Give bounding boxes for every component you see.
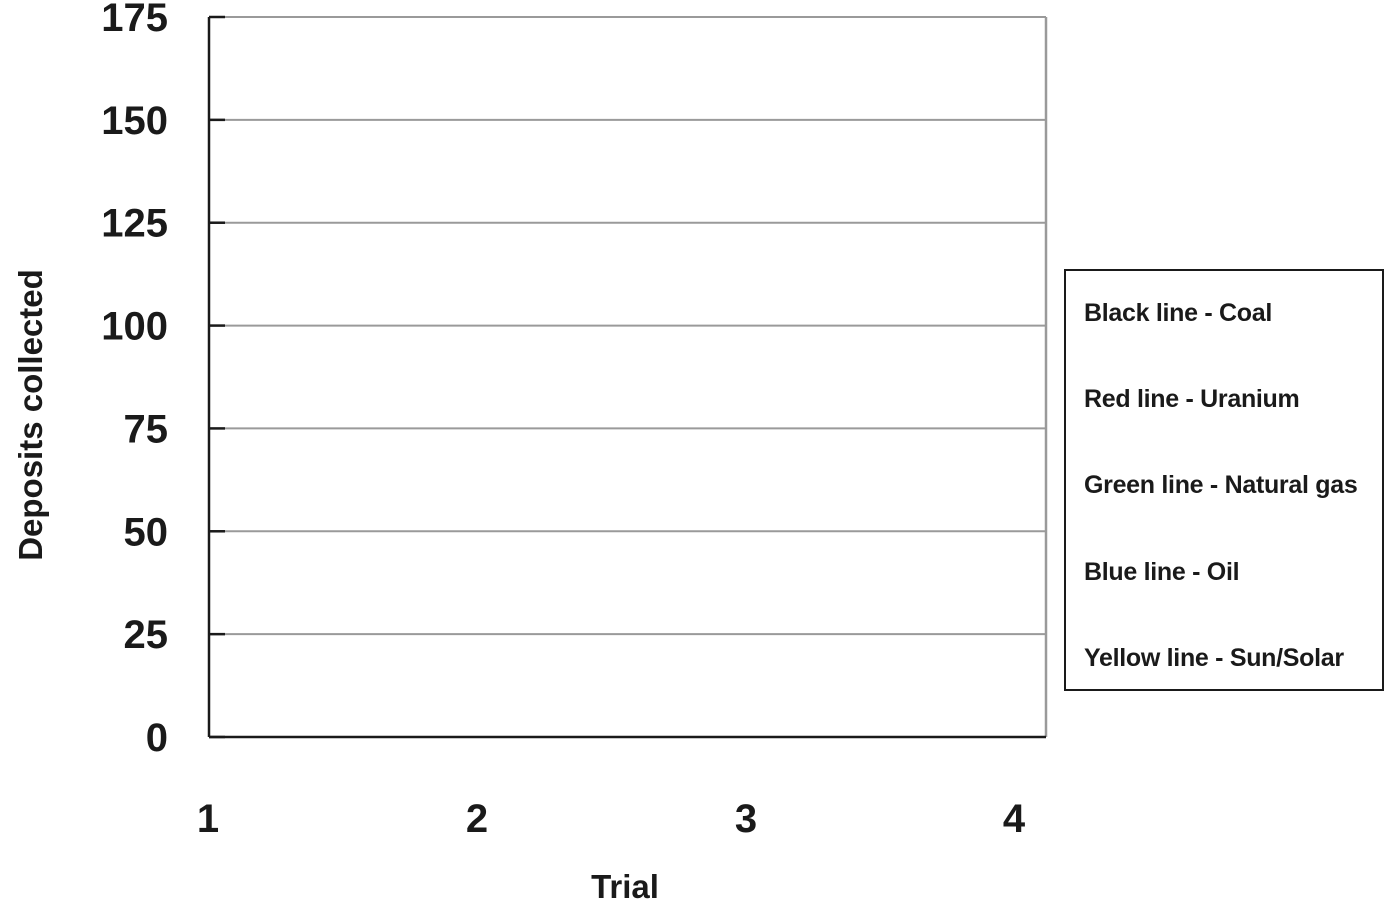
x-tick-label: 1 [197,797,219,841]
legend-item-natural-gas: Green line - Natural gas [1084,471,1358,499]
x-tick-label: 3 [735,797,757,841]
y-tick-label: 100 [101,305,168,349]
x-tick-label: 2 [466,797,488,841]
y-tick-label: 150 [101,99,168,143]
legend-item-oil: Blue line - Oil [1084,558,1240,586]
legend: Black line - Coal Red line - Uranium Gre… [1064,269,1384,691]
y-tick-label: 175 [101,0,168,40]
y-tick-label: 75 [124,407,169,451]
x-axis-title: Trial [591,868,659,901]
y-tick-label: 25 [124,613,169,657]
y-tick-label: 50 [124,510,169,554]
y-axis-title: Deposits collected [12,269,49,561]
legend-item-solar: Yellow line - Sun/Solar [1084,644,1344,672]
x-tick-label: 4 [1003,797,1026,841]
legend-item-coal: Black line - Coal [1084,299,1273,327]
y-tick-label: 0 [146,716,168,760]
legend-item-uranium: Red line - Uranium [1084,385,1300,413]
y-tick-label: 125 [101,202,168,246]
